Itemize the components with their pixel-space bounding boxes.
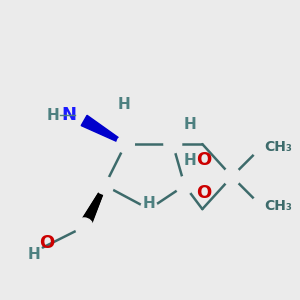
Text: O: O <box>40 234 55 252</box>
Circle shape <box>164 135 182 153</box>
Text: H: H <box>46 108 59 123</box>
Text: H: H <box>28 247 40 262</box>
Text: H: H <box>183 153 196 168</box>
Text: H: H <box>143 196 155 211</box>
Circle shape <box>253 138 270 156</box>
Circle shape <box>251 137 272 158</box>
Circle shape <box>176 177 194 194</box>
Text: H: H <box>118 97 130 112</box>
Text: CH₃: CH₃ <box>264 199 292 213</box>
Circle shape <box>223 168 241 185</box>
Polygon shape <box>81 115 126 145</box>
Polygon shape <box>79 185 106 230</box>
Text: H: H <box>183 117 196 132</box>
Text: O: O <box>196 184 212 202</box>
Circle shape <box>75 218 93 236</box>
Text: N: N <box>62 106 77 124</box>
Polygon shape <box>80 185 106 229</box>
Text: CH₃: CH₃ <box>264 140 292 154</box>
Circle shape <box>140 200 158 218</box>
Circle shape <box>251 196 272 217</box>
Circle shape <box>253 197 270 215</box>
Circle shape <box>117 135 134 153</box>
Text: O: O <box>196 152 212 169</box>
Circle shape <box>96 177 114 194</box>
